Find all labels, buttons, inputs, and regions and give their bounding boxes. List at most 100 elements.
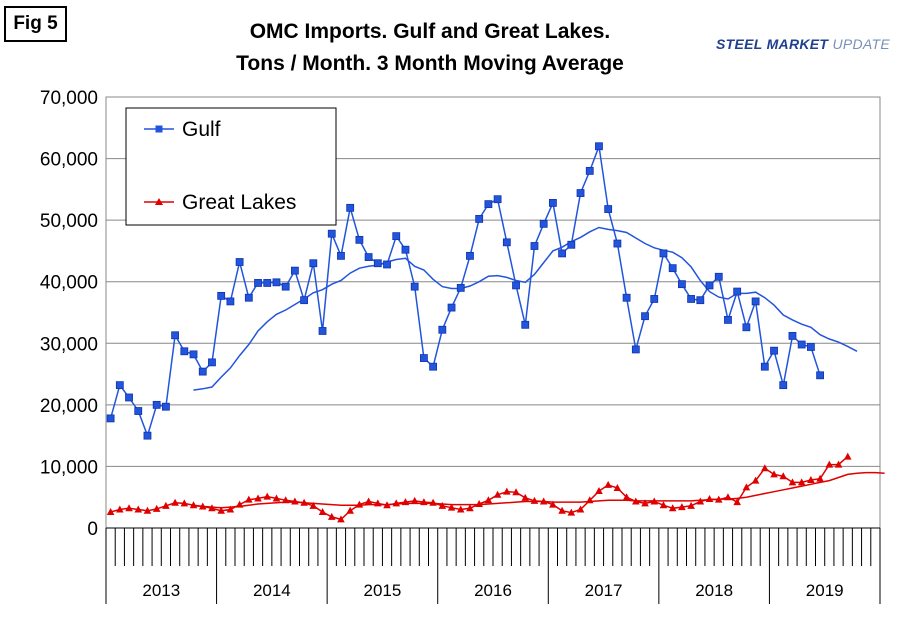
gulf-point — [493, 195, 502, 204]
great-lakes-point — [106, 507, 115, 515]
gulf-point — [392, 232, 401, 241]
great-lakes-point — [226, 505, 235, 513]
gulf-point — [198, 367, 207, 376]
great-lakes-point — [309, 501, 318, 509]
gulf-point — [226, 297, 235, 306]
great-lakes-point — [235, 500, 244, 508]
x-year-label: 2016 — [474, 581, 512, 600]
y-tick-label: 40,000 — [40, 273, 98, 294]
great-lakes-point — [410, 496, 419, 504]
great-lakes-point — [263, 492, 272, 500]
great-lakes-point — [355, 500, 364, 508]
great-lakes-point — [208, 504, 216, 512]
steel-market-update-logo: STEEL MARKET UPDATE — [716, 36, 891, 52]
legend-gulf-label: Gulf — [182, 118, 221, 141]
great-lakes-point — [530, 496, 539, 504]
great-lakes-point — [374, 499, 382, 507]
gulf-point — [687, 295, 696, 303]
great-lakes-point — [291, 497, 299, 505]
gulf-point — [327, 229, 336, 238]
gulf-point — [346, 203, 355, 212]
gulf-point — [447, 303, 456, 312]
great-lakes-point — [834, 460, 843, 468]
gulf-point — [125, 393, 133, 402]
great-lakes-point — [346, 506, 354, 514]
x-year-label: 2015 — [364, 581, 402, 600]
gulf-point — [622, 293, 631, 302]
x-year-label: 2014 — [253, 581, 291, 600]
great-lakes-point — [327, 512, 336, 520]
great-lakes-point — [152, 504, 161, 512]
great-lakes-point — [245, 495, 253, 503]
gulf-point — [585, 166, 594, 175]
great-lakes-point — [493, 490, 502, 498]
great-lakes-point — [484, 496, 493, 504]
gulf-point — [512, 281, 520, 290]
great-lakes-point — [825, 460, 834, 468]
gulf-point — [576, 189, 585, 197]
great-lakes-point — [641, 499, 649, 507]
great-lakes-point — [143, 506, 152, 514]
gulf-point — [502, 238, 511, 247]
gulf-point — [309, 259, 318, 268]
gulf-point — [161, 402, 170, 411]
great-lakes-point — [254, 494, 262, 502]
great-lakes-point — [567, 508, 576, 516]
great-lakes-point — [383, 501, 391, 509]
gulf-point — [106, 414, 115, 423]
gulf-point — [355, 235, 364, 244]
great-lakes-point — [696, 497, 705, 505]
great-lakes-point — [134, 505, 143, 513]
gulf-point — [152, 400, 161, 409]
y-tick-label: 10,000 — [40, 457, 98, 478]
gulf-point — [530, 242, 539, 250]
great-lakes-point — [447, 503, 456, 511]
gulf-point — [456, 283, 465, 292]
great-lakes-point — [613, 483, 622, 491]
great-lakes-point — [456, 505, 465, 513]
great-lakes-point — [217, 506, 225, 514]
gulf-point — [705, 281, 714, 290]
gulf-point — [724, 315, 732, 324]
gulf-point — [318, 327, 327, 335]
great-lakes-point — [779, 472, 788, 480]
gulf-point — [604, 205, 613, 213]
gulf-point — [300, 296, 309, 305]
great-lakes-point — [438, 501, 447, 509]
gulf-point — [816, 371, 825, 380]
gulf-point — [475, 215, 484, 223]
gulf-point — [134, 407, 143, 415]
great-lakes-point — [272, 494, 281, 502]
great-lakes-point — [742, 483, 751, 491]
gulf-point — [272, 278, 281, 287]
x-year-label: 2017 — [585, 581, 623, 600]
gulf-point — [254, 279, 262, 287]
gulf-point — [751, 297, 760, 306]
gulf-point — [631, 345, 640, 354]
gulf-point — [171, 331, 180, 340]
legend-great-lakes-label: Great Lakes — [182, 191, 296, 214]
great-lakes-point — [503, 487, 511, 495]
y-tick-label: 30,000 — [40, 334, 98, 355]
gulf-point — [733, 287, 742, 296]
gulf-point — [466, 251, 474, 260]
great-lakes-point — [558, 506, 566, 514]
great-lakes-point — [659, 501, 668, 509]
great-lakes-point — [585, 496, 594, 504]
great-lakes-point — [549, 500, 557, 508]
gulf-point — [806, 343, 815, 351]
legend-box — [125, 107, 337, 226]
gulf-point — [410, 282, 419, 291]
great-lakes-point — [401, 498, 410, 506]
gulf-point — [217, 291, 226, 300]
gulf-point — [650, 295, 659, 303]
great-lakes-point — [797, 478, 806, 486]
great-lakes-point — [337, 515, 345, 523]
great-lakes-point — [595, 487, 603, 495]
great-lakes-point — [816, 474, 824, 482]
great-lakes-point — [539, 497, 548, 505]
gulf-point — [235, 258, 244, 266]
gulf-point — [115, 381, 124, 390]
great-lakes-point — [392, 499, 401, 507]
